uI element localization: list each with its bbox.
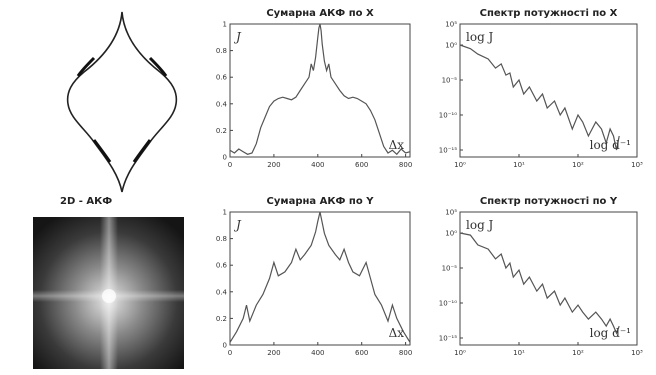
acf-2d-image [33, 217, 184, 369]
series-line [459, 232, 620, 335]
y-tick-label: 10⁻¹⁵ [439, 147, 457, 155]
x-tick-label: 10² [572, 349, 584, 357]
annotation-bottom-right: Δx [389, 326, 405, 340]
contour-thick-segment [148, 56, 168, 77]
y-tick-label: 0.4 [216, 100, 228, 108]
y-tick-label: 0 [223, 154, 227, 162]
x-tick-label: 0 [228, 161, 232, 169]
series-line [229, 211, 411, 343]
x-tick-label: 200 [267, 349, 280, 357]
plot-frame [229, 211, 411, 346]
chart-title: Сумарна АКФ по Y [267, 196, 375, 207]
annotation-top-left: log J [466, 218, 494, 232]
chart-title: Сумарна АКФ по X [266, 8, 374, 19]
chart-1: Сумарна АКФ по X 0 0.2 0.4 0.6 0.8 1 0 200 400 600… [216, 8, 412, 169]
series-line [459, 44, 620, 151]
y-tick-label: 10⁰ [445, 42, 457, 50]
series-line [229, 23, 411, 156]
x-tick-label: 0 [228, 349, 232, 357]
x-tick-label: 400 [311, 161, 324, 169]
chart-2: Спектр потужності по X 10⁻¹⁵ 10⁻¹⁰ 10⁻⁵ 10⁰ 1… [439, 8, 643, 169]
y-tick-label: 10⁵ [445, 209, 457, 217]
contour-thick-segment [76, 56, 96, 77]
y-tick-label: 1 [223, 21, 227, 29]
x-tick-label: 10⁰ [454, 349, 466, 357]
contour-thick-segment [132, 139, 152, 163]
x-tick-label: 800 [399, 161, 412, 169]
contour-thick-segment [92, 139, 112, 163]
annotation-top-left: J [233, 30, 242, 44]
x-tick-label: 200 [267, 161, 280, 169]
plot-frame [459, 211, 638, 346]
y-tick-label: 10⁻¹⁰ [439, 112, 457, 120]
chart-title: Спектр потужності по Y [480, 196, 618, 207]
annotation-bottom-right: Δx [389, 138, 405, 152]
grain-contour [66, 11, 178, 193]
chart-title: Спектр потужності по X [480, 8, 618, 19]
panel-2d-title: 2D - АКФ [60, 196, 112, 207]
y-tick-label: 0.2 [216, 127, 227, 135]
x-tick-label: 10⁰ [454, 161, 466, 169]
chart-4: Спектр потужності по Y 10⁻¹⁵ 10⁻¹⁰ 10⁻⁵ 10⁰ 1… [439, 196, 643, 357]
x-tick-label: 10² [572, 161, 584, 169]
annotation-bottom-right: log d⁻¹ [590, 138, 631, 152]
y-tick-label: 0.8 [216, 47, 227, 55]
y-tick-label: 0.6 [216, 74, 228, 82]
y-tick-label: 0.8 [216, 235, 227, 243]
y-tick-label: 0.2 [216, 315, 227, 323]
y-tick-label: 10⁻¹⁰ [439, 300, 457, 308]
plot-frame [459, 23, 638, 158]
y-tick-label: 10⁰ [445, 230, 457, 238]
chart-3: Сумарна АКФ по Y 0 0.2 0.4 0.6 0.8 1 0 200 400 600… [216, 196, 412, 357]
grain-contour-diagram [66, 11, 178, 193]
y-tick-label: 0 [223, 342, 227, 350]
x-tick-label: 400 [311, 349, 324, 357]
y-tick-label: 10⁻¹⁵ [439, 335, 457, 343]
x-tick-label: 600 [355, 161, 368, 169]
x-tick-label: 10¹ [513, 349, 525, 357]
y-tick-label: 10⁵ [445, 21, 457, 29]
x-tick-label: 600 [355, 349, 368, 357]
y-tick-label: 0.6 [216, 262, 228, 270]
annotation-bottom-right: log d⁻¹ [590, 326, 631, 340]
x-tick-label: 10³ [631, 349, 643, 357]
y-tick-label: 1 [223, 209, 227, 217]
y-tick-label: 0.4 [216, 288, 228, 296]
annotation-top-left: log J [466, 30, 494, 44]
y-tick-label: 10⁻⁵ [442, 265, 458, 273]
x-tick-label: 800 [399, 349, 412, 357]
x-tick-label: 10¹ [513, 161, 525, 169]
plot-frame [229, 23, 411, 158]
x-tick-label: 10³ [631, 161, 643, 169]
annotation-top-left: J [233, 218, 242, 232]
y-tick-label: 10⁻⁵ [442, 77, 458, 85]
